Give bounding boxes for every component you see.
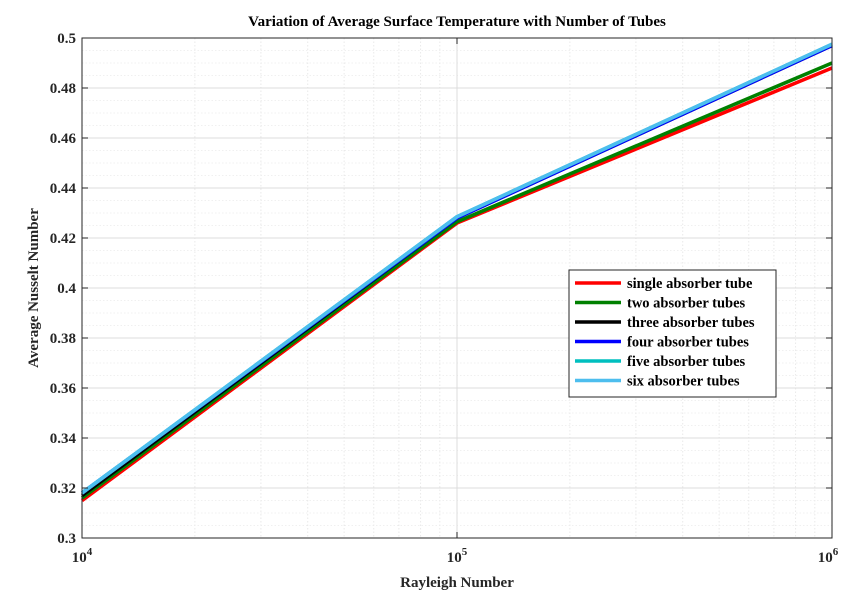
y-tick-label: 0.3 bbox=[57, 531, 76, 547]
legend-label: two absorber tubes bbox=[627, 296, 746, 312]
legend-label: single absorber tube bbox=[627, 276, 753, 292]
y-tick-label: 0.48 bbox=[50, 81, 76, 97]
grid bbox=[81, 37, 833, 539]
x-axis-title: Rayleigh Number bbox=[400, 575, 514, 591]
y-tick-label: 0.5 bbox=[57, 31, 76, 47]
legend-label: six absorber tubes bbox=[627, 374, 740, 390]
series-lines bbox=[80, 42, 833, 502]
x-tick-exponent: 4 bbox=[87, 546, 93, 558]
x-tick-base: 10 bbox=[818, 550, 833, 566]
legend-label: five absorber tubes bbox=[627, 354, 746, 370]
x-tick-exponent: 5 bbox=[462, 546, 468, 558]
chart-title: Variation of Average Surface Temperature… bbox=[248, 14, 666, 30]
y-tick-label: 0.34 bbox=[50, 431, 77, 447]
x-tick-exponent: 6 bbox=[833, 546, 839, 558]
y-tick-label: 0.36 bbox=[50, 381, 77, 397]
y-tick-label: 0.42 bbox=[50, 231, 76, 247]
y-axis-title: Average Nusselt Number bbox=[26, 208, 42, 368]
y-tick-label: 0.38 bbox=[50, 331, 76, 347]
y-tick-label: 0.4 bbox=[57, 281, 76, 297]
x-tick-label: 104 bbox=[72, 546, 93, 566]
legend-box bbox=[568, 269, 777, 398]
legend-label: four absorber tubes bbox=[627, 335, 749, 351]
plot-area: 0.3 0.32 0.34 0.36 0.38 0.4 0.42 0.44 0.46 0.48 0.… bbox=[50, 31, 839, 566]
x-tick-label: 106 bbox=[818, 546, 839, 566]
ticks: 0.3 0.32 0.34 0.36 0.38 0.4 0.42 0.44 0.46 0.48 0.… bbox=[50, 31, 839, 566]
series-line bbox=[80, 61, 833, 500]
series-line bbox=[80, 42, 833, 495]
x-tick-label: 105 bbox=[447, 546, 468, 566]
y-tick-label: 0.46 bbox=[50, 131, 77, 147]
legend: single absorber tube two absorber tubes th… bbox=[568, 269, 777, 398]
y-tick-label: 0.44 bbox=[50, 181, 77, 197]
x-tick-base: 10 bbox=[447, 550, 462, 566]
y-tick-label: 0.32 bbox=[50, 481, 76, 497]
legend-label: three absorber tubes bbox=[627, 315, 755, 331]
x-tick-base: 10 bbox=[72, 550, 87, 566]
